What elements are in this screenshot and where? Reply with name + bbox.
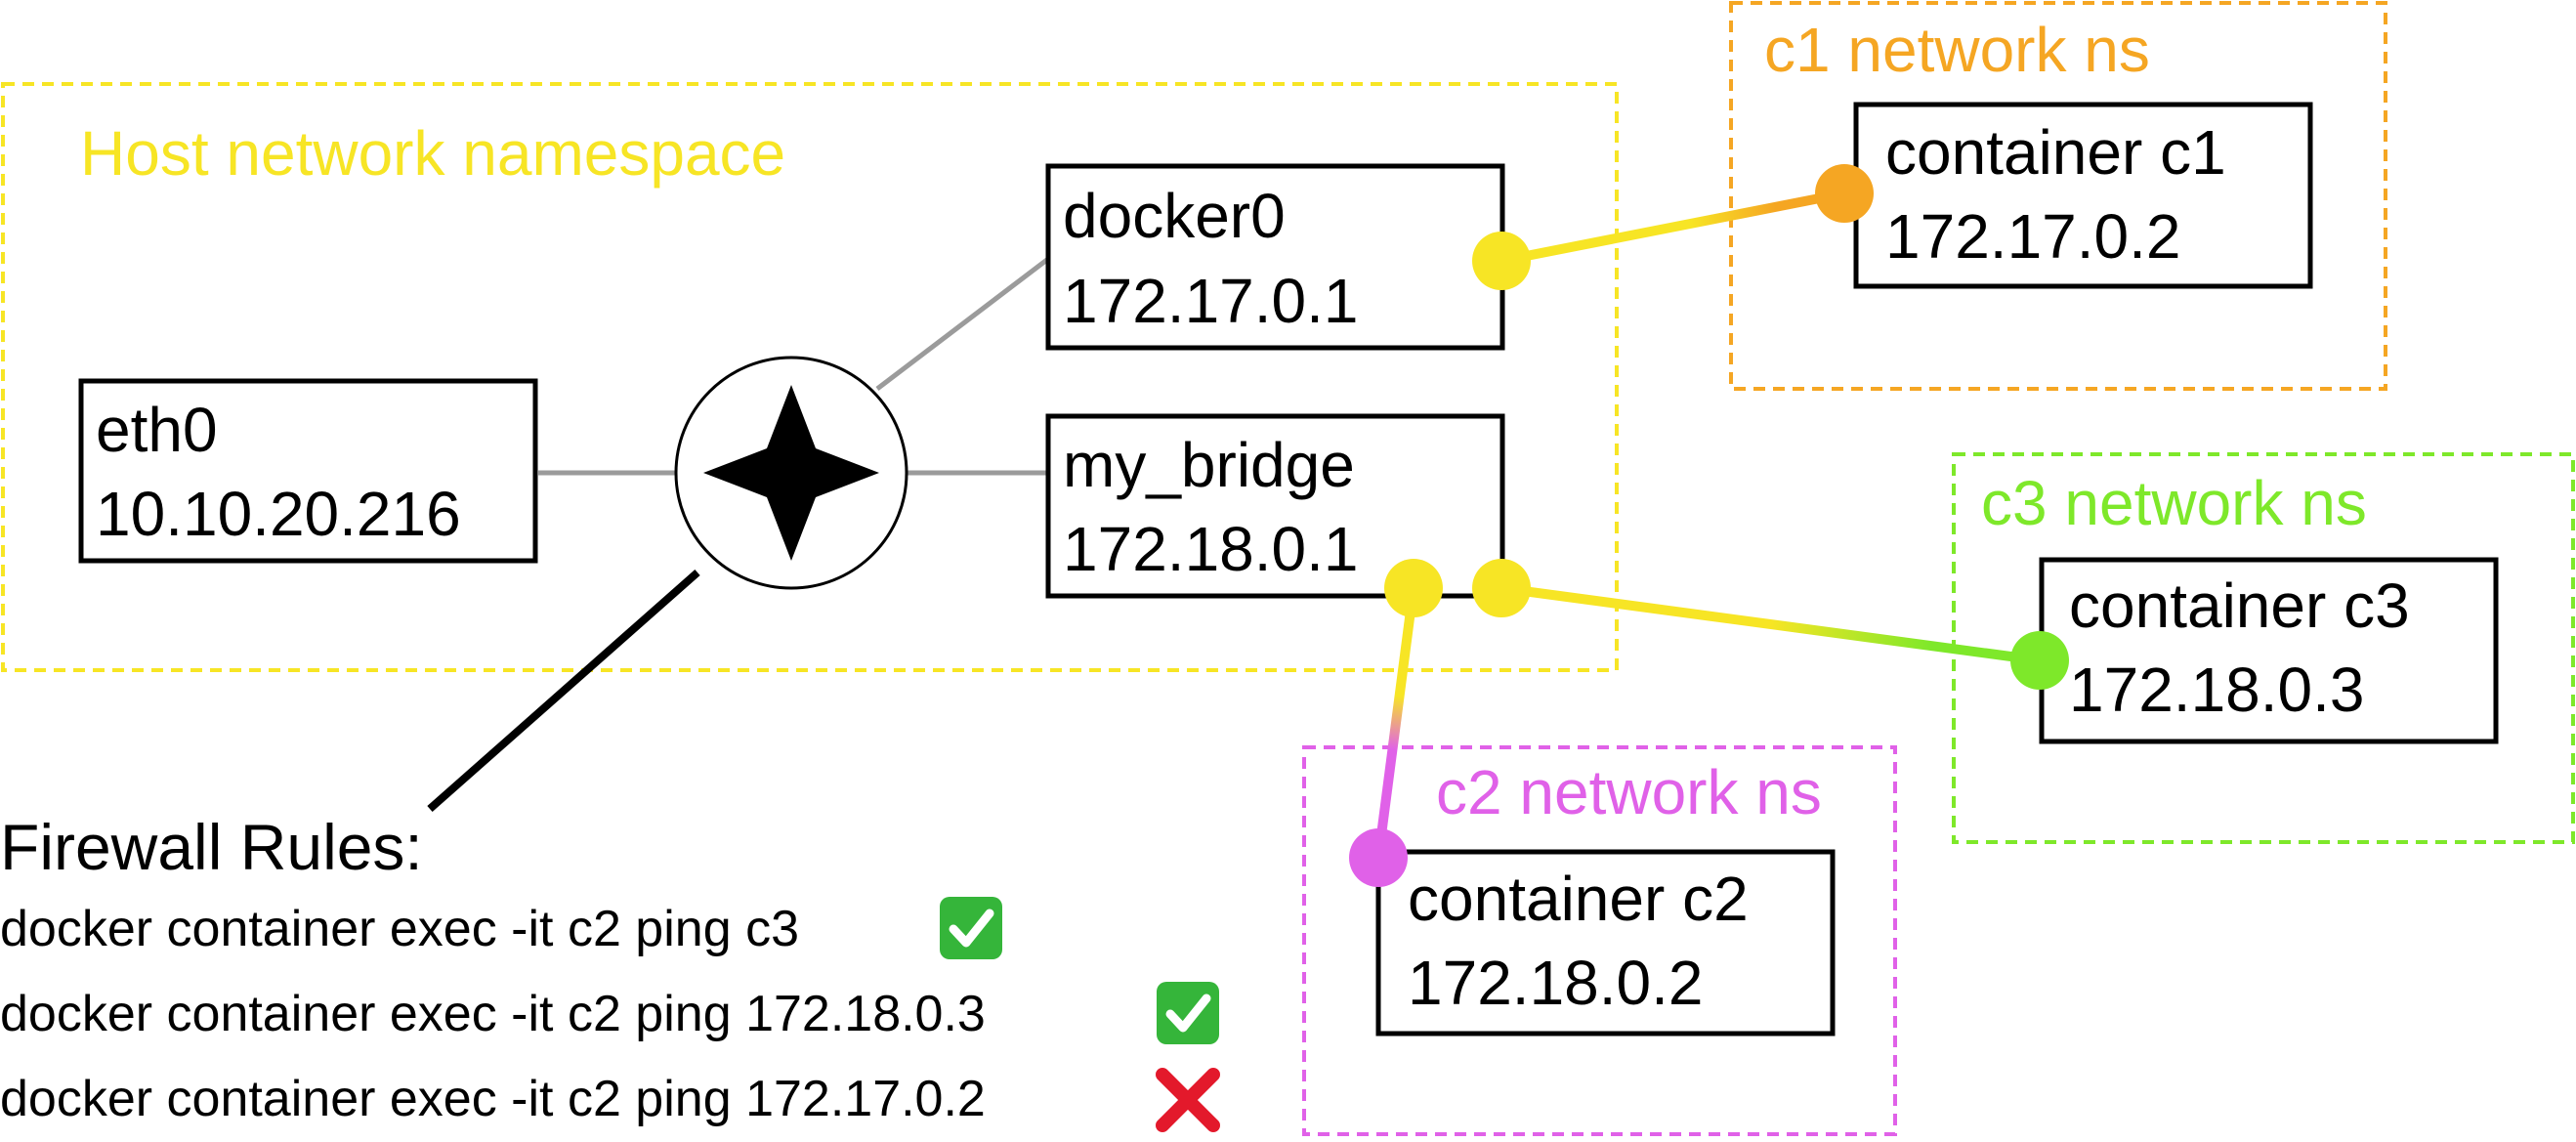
node-c2-ip: 172.18.0.2 (1408, 948, 1704, 1018)
c2-namespace-label: c2 network ns (1436, 757, 1822, 827)
node-my-bridge: my_bridge 172.18.0.1 (1045, 413, 1505, 599)
node-eth0-ip: 10.10.20.216 (96, 479, 461, 549)
firewall-title: Firewall Rules: (0, 811, 423, 883)
node-eth0-name: eth0 (96, 395, 218, 465)
c3-namespace-label: c3 network ns (1981, 468, 2367, 538)
node-container-c3: container c3 172.18.0.3 (2039, 557, 2499, 744)
node-c3-ip: 172.18.0.3 (2069, 655, 2365, 725)
check-mark-icon (1157, 982, 1219, 1044)
node-container-c2: container c2 172.18.0.2 (1375, 849, 1836, 1036)
node-container-c1: container c1 172.17.0.2 (1853, 102, 2313, 289)
endpoint-c1 (1815, 164, 1874, 223)
endpoint-c3 (2010, 631, 2069, 690)
firewall-rule-3-command: docker container exec -it c2 ping 172.17… (0, 1071, 986, 1127)
c1-namespace-box (1729, 1, 2387, 391)
endpoint-my-bridge-c3 (1472, 559, 1531, 617)
node-c3-name: container c3 (2069, 571, 2410, 641)
node-docker0-ip: 172.17.0.1 (1063, 266, 1359, 336)
compass-star-icon (703, 385, 879, 561)
link-my-bridge-c3 (1500, 583, 2041, 665)
node-eth0: eth0 10.10.20.216 (78, 378, 538, 564)
node-my-bridge-name: my_bridge (1063, 430, 1355, 500)
wire-router-docker0 (875, 257, 1050, 391)
node-c2-name: container c2 (1408, 864, 1749, 934)
firewall-rules: Firewall Rules: docker container exec -i… (0, 811, 1220, 1132)
firewall-rule-1: docker container exec -it c2 ping c3 (0, 897, 1002, 959)
node-c1-ip: 172.17.0.2 (1885, 201, 2181, 272)
link-my-bridge-c2 (1373, 587, 1418, 859)
firewall-rule-2-command: docker container exec -it c2 ping 172.18… (0, 986, 986, 1042)
node-c1-name: container c1 (1885, 117, 2226, 188)
host-namespace-box (1, 82, 1619, 672)
check-mark-icon (940, 897, 1002, 959)
firewall-rule-3: docker container exec -it c2 ping 172.17… (0, 1068, 1220, 1132)
node-my-bridge-ip: 172.18.0.1 (1063, 514, 1359, 584)
firewall-pointer-line (427, 570, 700, 812)
endpoint-docker0 (1472, 232, 1531, 290)
endpoint-c2 (1349, 828, 1408, 887)
endpoint-my-bridge-c2 (1384, 559, 1443, 617)
c1-namespace-label: c1 network ns (1764, 15, 2150, 85)
router-node (674, 356, 908, 590)
host-namespace-label: Host network namespace (80, 118, 785, 189)
node-docker0-name: docker0 (1063, 181, 1286, 251)
firewall-rule-1-command: docker container exec -it c2 ping c3 (0, 901, 799, 957)
firewall-rule-2: docker container exec -it c2 ping 172.18… (0, 982, 1219, 1044)
cross-mark-icon (1156, 1068, 1220, 1132)
link-docker0-c1 (1500, 189, 1845, 266)
c2-namespace-box (1302, 745, 1897, 1136)
node-docker0: docker0 172.17.0.1 (1045, 163, 1505, 351)
